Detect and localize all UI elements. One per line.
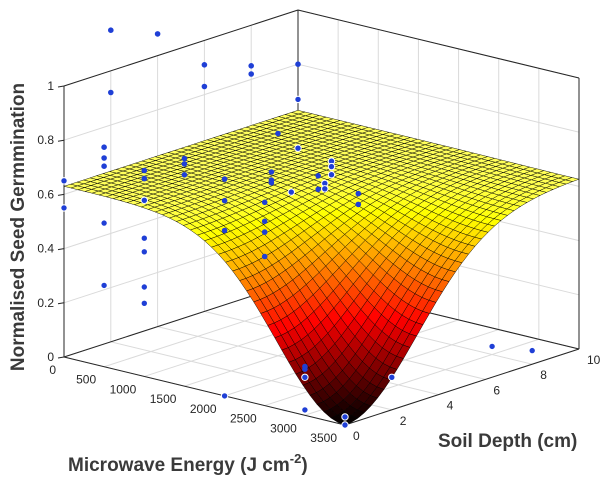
x-tick-label: 0 bbox=[49, 363, 56, 377]
data-point bbox=[181, 155, 188, 162]
data-point bbox=[100, 281, 108, 290]
data-point bbox=[140, 248, 149, 256]
z-axis-label: Normalised Seed Germmination bbox=[8, 83, 29, 371]
data-point bbox=[315, 173, 322, 179]
y-tick-label: 10 bbox=[587, 353, 601, 367]
data-point bbox=[341, 413, 349, 421]
data-point bbox=[301, 406, 309, 414]
z-tick-label: 1 bbox=[47, 79, 54, 93]
data-point bbox=[60, 204, 68, 212]
sidewall-gridline-z bbox=[63, 63, 299, 141]
data-point bbox=[528, 346, 536, 355]
data-point bbox=[327, 162, 336, 171]
y-tick-label: 0 bbox=[353, 429, 360, 443]
data-point bbox=[181, 172, 188, 178]
y-tick-label: 2 bbox=[400, 414, 407, 428]
data-point bbox=[221, 197, 228, 204]
x-tick-label: 2500 bbox=[230, 412, 257, 426]
data-point bbox=[355, 201, 362, 208]
data-point bbox=[201, 62, 208, 68]
y-axis-line bbox=[344, 348, 580, 426]
data-point bbox=[321, 185, 329, 193]
data-point bbox=[100, 219, 108, 227]
x-tick-label: 3000 bbox=[270, 421, 297, 435]
x-axis-label: Microwave Energy (J cm-2) bbox=[68, 451, 308, 476]
data-point bbox=[140, 283, 149, 291]
data-point bbox=[108, 27, 114, 33]
data-point bbox=[220, 392, 229, 400]
z-tick-label: 0.8 bbox=[37, 133, 54, 147]
data-points bbox=[60, 27, 536, 429]
data-point bbox=[140, 196, 149, 205]
data-point bbox=[140, 299, 149, 307]
z-tick-mark bbox=[57, 248, 65, 251]
z-tick-label: 0.2 bbox=[37, 296, 54, 310]
data-point bbox=[275, 130, 281, 137]
data-point bbox=[101, 155, 107, 161]
data-point bbox=[488, 342, 496, 351]
z-tick-label: 0 bbox=[47, 350, 54, 364]
data-point bbox=[287, 188, 295, 196]
data-point bbox=[181, 161, 188, 167]
data-point bbox=[101, 163, 107, 169]
data-point bbox=[221, 227, 228, 234]
z-tick-mark bbox=[57, 356, 65, 359]
z-tick-label: 0.4 bbox=[37, 242, 54, 256]
z-tick-mark bbox=[57, 193, 65, 196]
data-point bbox=[140, 234, 149, 242]
tick-labels: 00.20.40.60.8105001000150020002500300035… bbox=[37, 79, 600, 445]
data-point bbox=[388, 373, 396, 381]
data-point bbox=[154, 31, 161, 37]
y-tick-label: 6 bbox=[493, 383, 500, 397]
data-point bbox=[294, 95, 302, 104]
data-point bbox=[315, 186, 322, 193]
y-tick-label: 8 bbox=[540, 368, 547, 382]
z-tick-mark bbox=[57, 85, 65, 88]
y-axis-label: Soil Depth (cm) bbox=[438, 431, 577, 452]
top-edge-back bbox=[297, 9, 580, 79]
x-tick-label: 500 bbox=[76, 373, 96, 387]
data-point bbox=[261, 199, 268, 206]
data-point bbox=[302, 366, 308, 373]
surface-mesh bbox=[63, 110, 580, 426]
data-point bbox=[108, 89, 114, 96]
data-point bbox=[201, 83, 208, 90]
data-point bbox=[301, 373, 309, 381]
data-point bbox=[327, 171, 336, 179]
data-point bbox=[141, 175, 148, 182]
data-point bbox=[60, 177, 68, 185]
x-axis-line bbox=[63, 356, 346, 426]
y-tick-label: 4 bbox=[447, 399, 454, 413]
data-point bbox=[261, 229, 268, 235]
x-tick-label: 1500 bbox=[150, 392, 177, 406]
data-point bbox=[341, 421, 349, 429]
backwall-gridline-z bbox=[297, 63, 580, 133]
data-point bbox=[294, 144, 302, 152]
z-tick-label: 0.6 bbox=[37, 187, 54, 201]
data-point bbox=[355, 190, 362, 197]
data-point bbox=[101, 144, 107, 150]
data-point bbox=[268, 169, 275, 175]
z-tick-mark bbox=[57, 139, 65, 142]
z-tick-mark bbox=[57, 302, 65, 305]
x-tick-label: 2000 bbox=[190, 402, 217, 416]
data-point bbox=[268, 180, 275, 186]
data-point bbox=[261, 218, 268, 225]
x-tick-label: 1000 bbox=[110, 382, 137, 396]
data-point bbox=[248, 63, 254, 69]
data-point bbox=[248, 71, 254, 77]
data-point bbox=[221, 176, 228, 182]
x-tick-label: 3500 bbox=[310, 431, 337, 445]
data-point bbox=[261, 253, 268, 260]
data-point bbox=[295, 61, 301, 67]
data-point bbox=[141, 167, 148, 174]
top-edge-left bbox=[63, 9, 299, 87]
